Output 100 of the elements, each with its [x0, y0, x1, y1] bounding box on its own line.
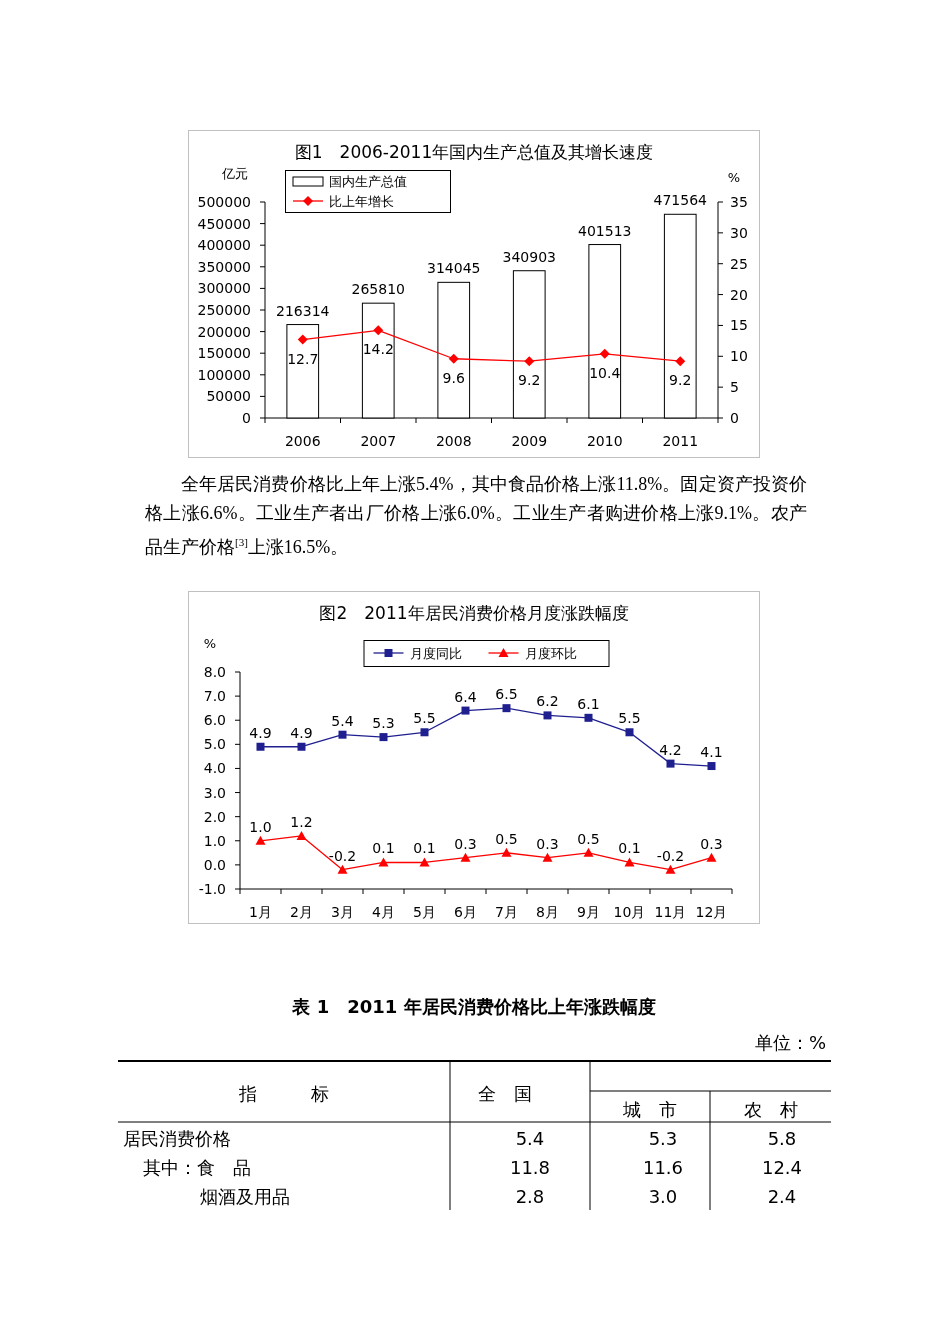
y-tick-label: 350000 — [197, 258, 251, 275]
data-label: 4.9 — [290, 724, 313, 741]
data-label: 12.7 — [287, 350, 319, 367]
x-tick-label: 7月 — [495, 904, 518, 920]
category-label: 其中：食 品 — [143, 1157, 251, 1178]
data-label: 4.2 — [659, 741, 682, 758]
y-axis-title: % — [203, 636, 217, 651]
data-label: 9.2 — [518, 372, 541, 389]
point — [419, 857, 430, 867]
data-label: 6.2 — [536, 693, 559, 710]
y-tick-label: 7.0 — [203, 688, 226, 705]
data-label: 0.1 — [413, 840, 436, 857]
data-label: 5.4 — [331, 712, 354, 729]
x-tick-label: 2007 — [360, 433, 397, 449]
data-label: 0.5 — [577, 830, 600, 847]
text: 3.0 — [648, 1186, 678, 1207]
y-tick-label: -1.0 — [198, 881, 226, 897]
x-tick-label: 10月 — [613, 904, 646, 920]
x-tick-label: 9月 — [577, 904, 600, 920]
text: 5.3 — [648, 1128, 678, 1149]
data-label: 471564 — [653, 192, 708, 209]
point — [296, 830, 307, 840]
y-tick-label: 100000 — [197, 366, 251, 383]
point — [502, 704, 511, 713]
point — [255, 835, 266, 845]
y-tick-label: 450000 — [197, 215, 251, 232]
point — [583, 847, 594, 857]
chart-title: 图1 2006-2011年国内生产总值及其增长速度 — [294, 142, 654, 162]
x-tick-label: 3月 — [331, 904, 354, 920]
point — [256, 742, 265, 751]
legend-label: 月度同比 — [409, 646, 462, 661]
data-label: 1.0 — [249, 818, 272, 835]
category-label: 农 村 — [743, 1099, 798, 1120]
y-axis-title: 亿元 — [221, 166, 248, 181]
x-tick-label: 2006 — [284, 433, 321, 449]
y-tick-label: 400000 — [197, 237, 251, 254]
text: 单位：% — [754, 1032, 826, 1053]
text: 12.4 — [761, 1157, 803, 1178]
point — [542, 852, 553, 862]
y-tick-label: 0.0 — [203, 856, 226, 873]
data-label: 6.1 — [577, 695, 600, 712]
x-tick-label: 2011 — [662, 433, 699, 449]
point — [706, 852, 717, 862]
data-label: 5.3 — [372, 715, 395, 732]
data-label: 265810 — [351, 281, 405, 298]
legend-label: 比上年增长 — [329, 194, 394, 209]
point — [675, 356, 686, 367]
text: 5.8 — [767, 1128, 797, 1149]
text: 表 1 2011 年居民消费价格比上年涨跌幅度 — [291, 996, 656, 1017]
y2-tick-label: 30 — [730, 224, 748, 241]
point — [665, 864, 676, 874]
data-label: 14.2 — [362, 341, 394, 358]
y-tick-label: 1.0 — [203, 832, 226, 849]
y2-tick-label: 25 — [730, 255, 748, 272]
y-tick-label: 6.0 — [203, 712, 226, 729]
data-label: 4.9 — [249, 724, 272, 741]
x-tick-label: 5月 — [413, 904, 436, 920]
point — [378, 857, 389, 867]
point — [707, 762, 716, 771]
y2-tick-label: 0 — [730, 410, 739, 426]
text: 2.8 — [515, 1186, 545, 1207]
point — [625, 728, 634, 737]
y-tick-label: 8.0 — [203, 664, 226, 680]
y-tick-label: 200000 — [197, 323, 251, 340]
text: 全年居民消费价格比上年上涨5.4%，其中食品价格上涨11.8%。固定资产投资价格上涨6.6%。工业生产者出厂价格上涨6.0%。工业生产者购进价格上涨9.1%。农产品生产价格$^{[3]}$上涨16.5%。 — [145, 473, 807, 559]
text: 11.8 — [509, 1157, 551, 1178]
point — [461, 706, 470, 715]
point — [599, 348, 610, 359]
text: 5.4 — [515, 1128, 545, 1149]
y2-tick-label: 5 — [730, 379, 739, 396]
category-label: 城 市 — [622, 1099, 677, 1120]
data-label: 10.4 — [589, 364, 621, 381]
point — [460, 852, 471, 862]
y2-tick-label: 10 — [730, 348, 748, 365]
legend-label: 月度环比 — [524, 646, 577, 661]
y2-tick-label: 20 — [730, 286, 748, 303]
chart-title: 图2 2011年居民消费价格月度涨跌幅度 — [319, 603, 629, 623]
point — [373, 325, 384, 336]
data-label: 9.6 — [442, 369, 465, 386]
x-tick-label: 2008 — [435, 433, 472, 449]
point — [297, 334, 308, 345]
legend-label: 国内生产总值 — [329, 174, 407, 189]
data-label: 0.3 — [700, 835, 723, 852]
category-label: 全 国 — [478, 1083, 532, 1104]
y-tick-label: 0 — [242, 410, 251, 426]
x-tick-label: 11月 — [654, 904, 687, 920]
data-label: 0.1 — [618, 840, 641, 857]
y2-tick-label: 35 — [730, 194, 748, 210]
data-label: 5.5 — [618, 710, 641, 727]
category-label: 指 标 — [238, 1083, 329, 1104]
data-label: 401513 — [578, 222, 632, 239]
point — [420, 728, 429, 737]
data-label: 5.5 — [413, 710, 436, 727]
y2-tick-label: 15 — [730, 317, 748, 334]
category-label: 烟酒及用品 — [200, 1186, 290, 1207]
point — [297, 742, 306, 751]
point — [338, 730, 347, 739]
x-tick-label: 12月 — [695, 904, 728, 920]
data-label: 0.5 — [495, 830, 518, 847]
point — [666, 759, 675, 768]
